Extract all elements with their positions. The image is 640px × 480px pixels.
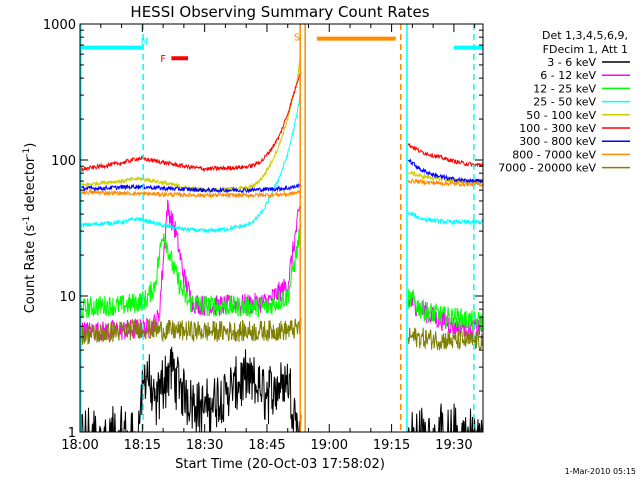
series-9 bbox=[80, 317, 483, 351]
interval-f-label: F bbox=[160, 54, 166, 65]
y-tick-label: 1 bbox=[68, 426, 76, 441]
series-3 bbox=[80, 225, 483, 331]
series-8-segment-2 bbox=[407, 178, 483, 189]
x-tick-label: 19:15 bbox=[373, 438, 410, 453]
y-tick-label: 100 bbox=[51, 154, 76, 169]
legend-label-3: 12 - 25 keV bbox=[533, 82, 596, 95]
y-tick-label: 10 bbox=[59, 290, 76, 305]
y-axis-ticks: 1 10 100 1000 bbox=[43, 18, 483, 441]
legend-header-line-2: FDecim 1, Att 1 bbox=[543, 43, 628, 56]
legend-label-8: 800 - 7000 keV bbox=[512, 148, 596, 161]
x-tick-label: 18:30 bbox=[186, 438, 223, 453]
y-axis-label-main: Count Rate (s bbox=[23, 225, 38, 314]
series-4-segment-1 bbox=[80, 95, 302, 234]
series-3-segment-2 bbox=[407, 288, 483, 331]
series-4 bbox=[80, 95, 483, 234]
series-7 bbox=[80, 158, 483, 194]
legend-label-6: 100 - 300 keV bbox=[519, 122, 596, 135]
series-4-segment-2 bbox=[407, 211, 483, 226]
plot-frame bbox=[79, 23, 484, 433]
legend-label-1: 3 - 6 keV bbox=[547, 56, 596, 69]
series-8-segment-1 bbox=[80, 188, 302, 199]
y-axis-label-mid: detector bbox=[23, 156, 38, 216]
series-8 bbox=[80, 178, 483, 199]
footer-timestamp: 1-Mar-2010 05:15 bbox=[565, 467, 636, 476]
legend-label-2: 6 - 12 keV bbox=[540, 69, 596, 82]
y-axis-label-end: ) bbox=[23, 143, 38, 148]
series-1-segment-1 bbox=[80, 346, 302, 432]
series-7-segment-1 bbox=[80, 182, 302, 194]
x-tick-label: 19:30 bbox=[435, 438, 472, 453]
x-axis-ticks: 18:00 18:15 18:30 18:45 19:00 19:15 19:30 bbox=[61, 24, 476, 453]
series-7-segment-2 bbox=[407, 158, 483, 185]
x-tick-label: 18:00 bbox=[61, 438, 98, 453]
legend: Det 1,3,4,5,6,9, FDecim 1, Att 1 3 - 6 k… bbox=[498, 29, 630, 175]
chart-title: HESSI Observing Summary Count Rates bbox=[130, 3, 429, 21]
series-6-segment-1 bbox=[80, 71, 302, 173]
interval-n-label: N bbox=[141, 37, 148, 48]
x-tick-label: 19:00 bbox=[311, 438, 348, 453]
legend-label-5: 50 - 100 keV bbox=[526, 109, 596, 122]
series-layer bbox=[80, 58, 483, 432]
legend-label-9: 7000 - 20000 keV bbox=[498, 162, 596, 175]
series-6 bbox=[80, 71, 483, 173]
x-tick-label: 18:45 bbox=[248, 438, 285, 453]
series-9-segment-1 bbox=[80, 317, 302, 345]
x-axis-label: Start Time (20-Oct-03 17:58:02) bbox=[175, 457, 385, 472]
legend-header-line-1: Det 1,3,4,5,6,9, bbox=[542, 29, 628, 42]
event-lines bbox=[80, 24, 475, 432]
series-5-segment-1 bbox=[80, 58, 302, 194]
y-tick-label: 1000 bbox=[43, 18, 76, 33]
y-axis-label: Count Rate (s-1 detector-1) bbox=[22, 143, 38, 314]
series-3-segment-1 bbox=[80, 225, 302, 319]
interval-s-label: S bbox=[294, 33, 300, 44]
legend-label-4: 25 - 50 keV bbox=[533, 96, 596, 109]
series-6-segment-2 bbox=[407, 143, 483, 168]
plot-area: N F S bbox=[80, 24, 483, 432]
y-axis-label-sup1: -1 bbox=[22, 216, 32, 225]
interval-bars: N F S bbox=[80, 33, 483, 65]
legend-label-7: 300 - 800 keV bbox=[519, 135, 596, 148]
series-9-segment-2 bbox=[407, 327, 483, 351]
y-axis-label-sup2: -1 bbox=[22, 148, 32, 157]
x-tick-label: 18:15 bbox=[124, 438, 161, 453]
